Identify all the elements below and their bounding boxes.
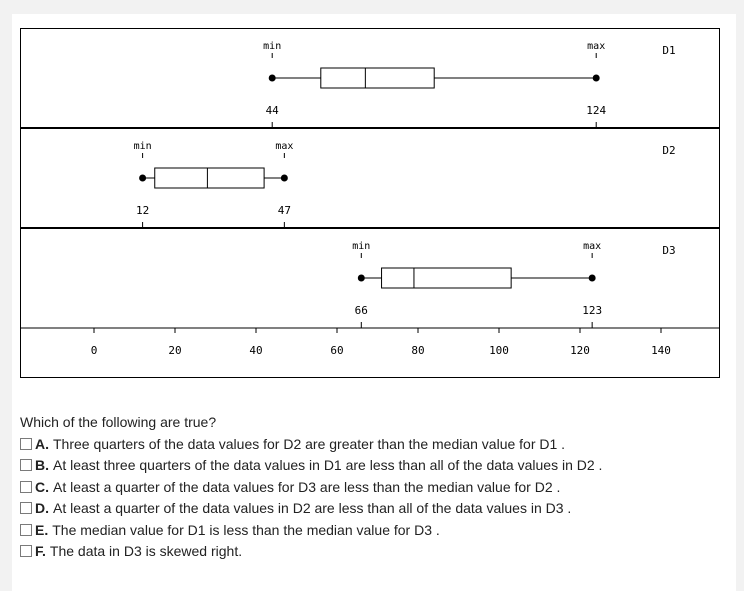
series-label: D3 bbox=[662, 244, 675, 257]
option-f-checkbox[interactable] bbox=[20, 545, 32, 558]
box bbox=[381, 267, 512, 289]
option-a-letter: A. bbox=[35, 435, 49, 452]
option-e-letter: E. bbox=[35, 521, 49, 538]
boxplot-chart: 0 20 40 60 80 100 120 140 min max 44 124 D1 min max 12 4… bbox=[20, 28, 720, 378]
min-label: min bbox=[263, 41, 281, 52]
option-c-text: At least a quarter of the data values fo… bbox=[53, 478, 561, 495]
question-text: Which of the following are true? bbox=[20, 414, 217, 430]
min-label: min bbox=[134, 141, 152, 152]
min-label: min bbox=[352, 241, 370, 252]
max-point bbox=[280, 174, 288, 182]
x-tick-label: 140 bbox=[651, 344, 671, 357]
option-f-text: The data in D3 is skewed right. bbox=[49, 543, 243, 560]
option-b[interactable]: B. At least three quarters of the data v… bbox=[20, 455, 720, 477]
box bbox=[320, 67, 435, 89]
min-point bbox=[268, 74, 276, 82]
option-e[interactable]: E. The median value for D1 is less than … bbox=[20, 519, 720, 541]
option-c[interactable]: C. At least a quarter of the data values… bbox=[20, 476, 720, 498]
box bbox=[154, 167, 265, 189]
series-label: D2 bbox=[662, 144, 675, 157]
max-value-label: 47 bbox=[278, 204, 291, 217]
min-value-label: 12 bbox=[136, 204, 149, 217]
x-tick-label: 60 bbox=[330, 344, 343, 357]
question-panel: 0 20 40 60 80 100 120 140 min max 44 124 D1 min max 12 4… bbox=[12, 14, 736, 591]
max-value-label: 124 bbox=[586, 104, 606, 117]
x-tick-label: 80 bbox=[411, 344, 424, 357]
option-f-letter: F. bbox=[35, 543, 46, 560]
option-b-text: At least three quarters of the data valu… bbox=[53, 457, 603, 474]
chart-frame bbox=[20, 28, 720, 378]
min-value-label: 44 bbox=[266, 104, 280, 117]
x-tick-label: 100 bbox=[489, 344, 509, 357]
option-f[interactable]: F. The data in D3 is skewed right. bbox=[20, 541, 720, 563]
min-point bbox=[357, 274, 365, 282]
min-value-label: 66 bbox=[355, 304, 368, 317]
option-a[interactable]: A. Three quarters of the data values for… bbox=[20, 433, 720, 455]
max-label: max bbox=[587, 41, 605, 52]
option-c-checkbox[interactable] bbox=[20, 480, 32, 493]
option-c-letter: C. bbox=[35, 478, 49, 495]
option-a-checkbox[interactable] bbox=[20, 437, 32, 450]
option-b-checkbox[interactable] bbox=[20, 459, 32, 472]
max-label: max bbox=[275, 141, 293, 152]
option-d-text: At least a quarter of the data values in… bbox=[53, 500, 572, 517]
option-e-text: The median value for D1 is less than the… bbox=[52, 521, 440, 538]
min-point bbox=[139, 174, 147, 182]
x-tick-label: 0 bbox=[91, 344, 98, 357]
option-d-letter: D. bbox=[35, 500, 49, 517]
x-tick-label: 20 bbox=[168, 344, 181, 357]
max-point bbox=[592, 74, 600, 82]
series-label: D1 bbox=[662, 44, 675, 57]
max-value-label: 123 bbox=[582, 304, 602, 317]
answer-options: A. Three quarters of the data values for… bbox=[20, 433, 720, 562]
x-tick-label: 120 bbox=[570, 344, 590, 357]
option-e-checkbox[interactable] bbox=[20, 523, 32, 536]
question: Which of the following are true? A. Thre… bbox=[20, 414, 720, 562]
x-tick-label: 40 bbox=[249, 344, 262, 357]
max-label: max bbox=[583, 241, 601, 252]
option-d-checkbox[interactable] bbox=[20, 502, 32, 515]
option-d[interactable]: D. At least a quarter of the data values… bbox=[20, 498, 720, 520]
max-point bbox=[588, 274, 596, 282]
option-b-letter: B. bbox=[35, 457, 49, 474]
option-a-text: Three quarters of the data values for D2… bbox=[53, 435, 566, 452]
